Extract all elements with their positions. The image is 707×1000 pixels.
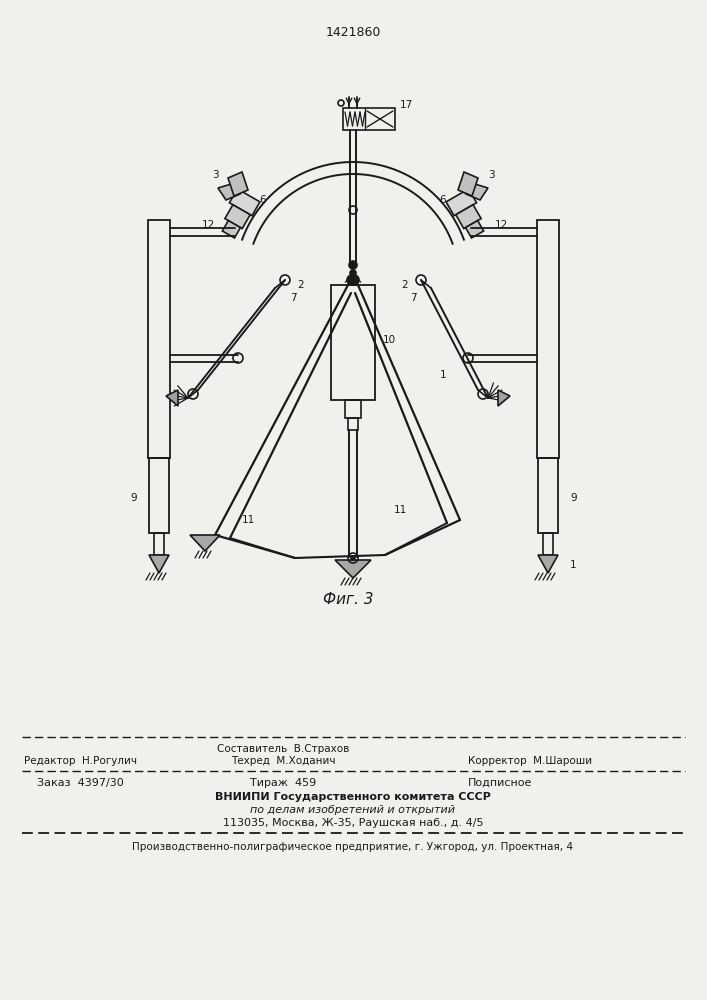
Circle shape xyxy=(350,270,356,276)
Polygon shape xyxy=(190,535,220,551)
Circle shape xyxy=(349,275,359,285)
Text: 7: 7 xyxy=(290,293,296,303)
Text: Корректор  М.Шароши: Корректор М.Шароши xyxy=(468,756,592,766)
Text: 9: 9 xyxy=(130,493,137,503)
Bar xyxy=(348,418,358,430)
Text: 6: 6 xyxy=(440,195,446,205)
Polygon shape xyxy=(229,189,260,216)
Polygon shape xyxy=(218,182,240,200)
Text: по делам изобретений и открытий: по делам изобретений и открытий xyxy=(250,805,455,815)
Polygon shape xyxy=(149,555,169,573)
Text: 17: 17 xyxy=(400,100,414,110)
Bar xyxy=(148,220,170,458)
Text: ВНИИПИ Государственного комитета СССР: ВНИИПИ Государственного комитета СССР xyxy=(215,792,491,802)
Circle shape xyxy=(347,275,357,285)
Polygon shape xyxy=(458,172,478,196)
Text: Фиг. 3: Фиг. 3 xyxy=(323,592,373,607)
Text: Производственно-полиграфическое предприятие, г. Ужгород, ул. Проектная, 4: Производственно-полиграфическое предприя… xyxy=(132,842,573,852)
Bar xyxy=(537,220,559,458)
Text: Редактор  Н.Рогулич: Редактор Н.Рогулич xyxy=(23,756,136,766)
Text: 2: 2 xyxy=(298,280,304,290)
Text: 113035, Москва, Ж-35, Раушская наб., д. 4/5: 113035, Москва, Ж-35, Раушская наб., д. … xyxy=(223,818,484,828)
Text: 1: 1 xyxy=(570,560,577,570)
Text: 9: 9 xyxy=(570,493,577,503)
Bar xyxy=(543,533,553,555)
Bar xyxy=(331,285,375,400)
Circle shape xyxy=(351,556,355,560)
Polygon shape xyxy=(228,172,248,196)
Polygon shape xyxy=(335,560,371,578)
Text: Подписное: Подписное xyxy=(468,778,532,788)
Polygon shape xyxy=(225,205,250,229)
Text: Заказ  4397/30: Заказ 4397/30 xyxy=(37,778,124,788)
Text: 10: 10 xyxy=(383,335,396,345)
Text: 6: 6 xyxy=(259,195,267,205)
Bar xyxy=(154,533,164,555)
Polygon shape xyxy=(538,555,558,573)
Text: 1421860: 1421860 xyxy=(325,25,380,38)
Circle shape xyxy=(349,261,357,269)
Polygon shape xyxy=(446,189,477,216)
Text: 11: 11 xyxy=(393,505,407,515)
Text: 3: 3 xyxy=(211,170,218,180)
Polygon shape xyxy=(166,390,178,406)
Bar xyxy=(538,458,558,533)
Text: 7: 7 xyxy=(409,293,416,303)
Text: Техред  М.Ходанич: Техред М.Ходанич xyxy=(230,756,335,766)
Text: 12: 12 xyxy=(201,220,215,230)
Text: 12: 12 xyxy=(494,220,508,230)
Text: 2: 2 xyxy=(402,280,409,290)
Bar xyxy=(343,108,395,130)
Polygon shape xyxy=(465,221,484,238)
Text: Составитель  В.Страхов: Составитель В.Страхов xyxy=(217,744,349,754)
Bar xyxy=(345,400,361,418)
Polygon shape xyxy=(222,221,240,238)
Polygon shape xyxy=(498,390,510,406)
Polygon shape xyxy=(466,182,488,200)
Text: 11: 11 xyxy=(241,515,255,525)
Text: 1: 1 xyxy=(440,370,446,380)
Bar xyxy=(149,458,169,533)
Text: Тираж  459: Тираж 459 xyxy=(250,778,316,788)
Text: 3: 3 xyxy=(488,170,494,180)
Polygon shape xyxy=(456,205,481,229)
